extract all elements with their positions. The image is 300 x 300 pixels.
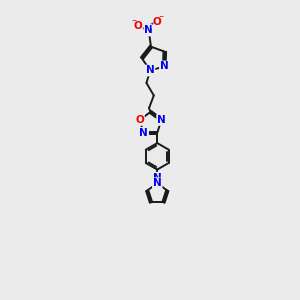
Text: N: N <box>144 26 153 35</box>
Text: ⁺: ⁺ <box>149 21 154 30</box>
Text: N: N <box>157 115 166 125</box>
Text: N: N <box>146 65 154 76</box>
Text: O: O <box>135 115 144 125</box>
Text: N: N <box>153 173 162 183</box>
Text: ⁻: ⁻ <box>158 14 164 24</box>
Text: O: O <box>133 21 142 31</box>
Text: N: N <box>140 128 148 138</box>
Text: N: N <box>160 61 169 71</box>
Text: O: O <box>152 17 161 27</box>
Text: N: N <box>153 178 162 188</box>
Text: ⁻: ⁻ <box>131 18 136 28</box>
